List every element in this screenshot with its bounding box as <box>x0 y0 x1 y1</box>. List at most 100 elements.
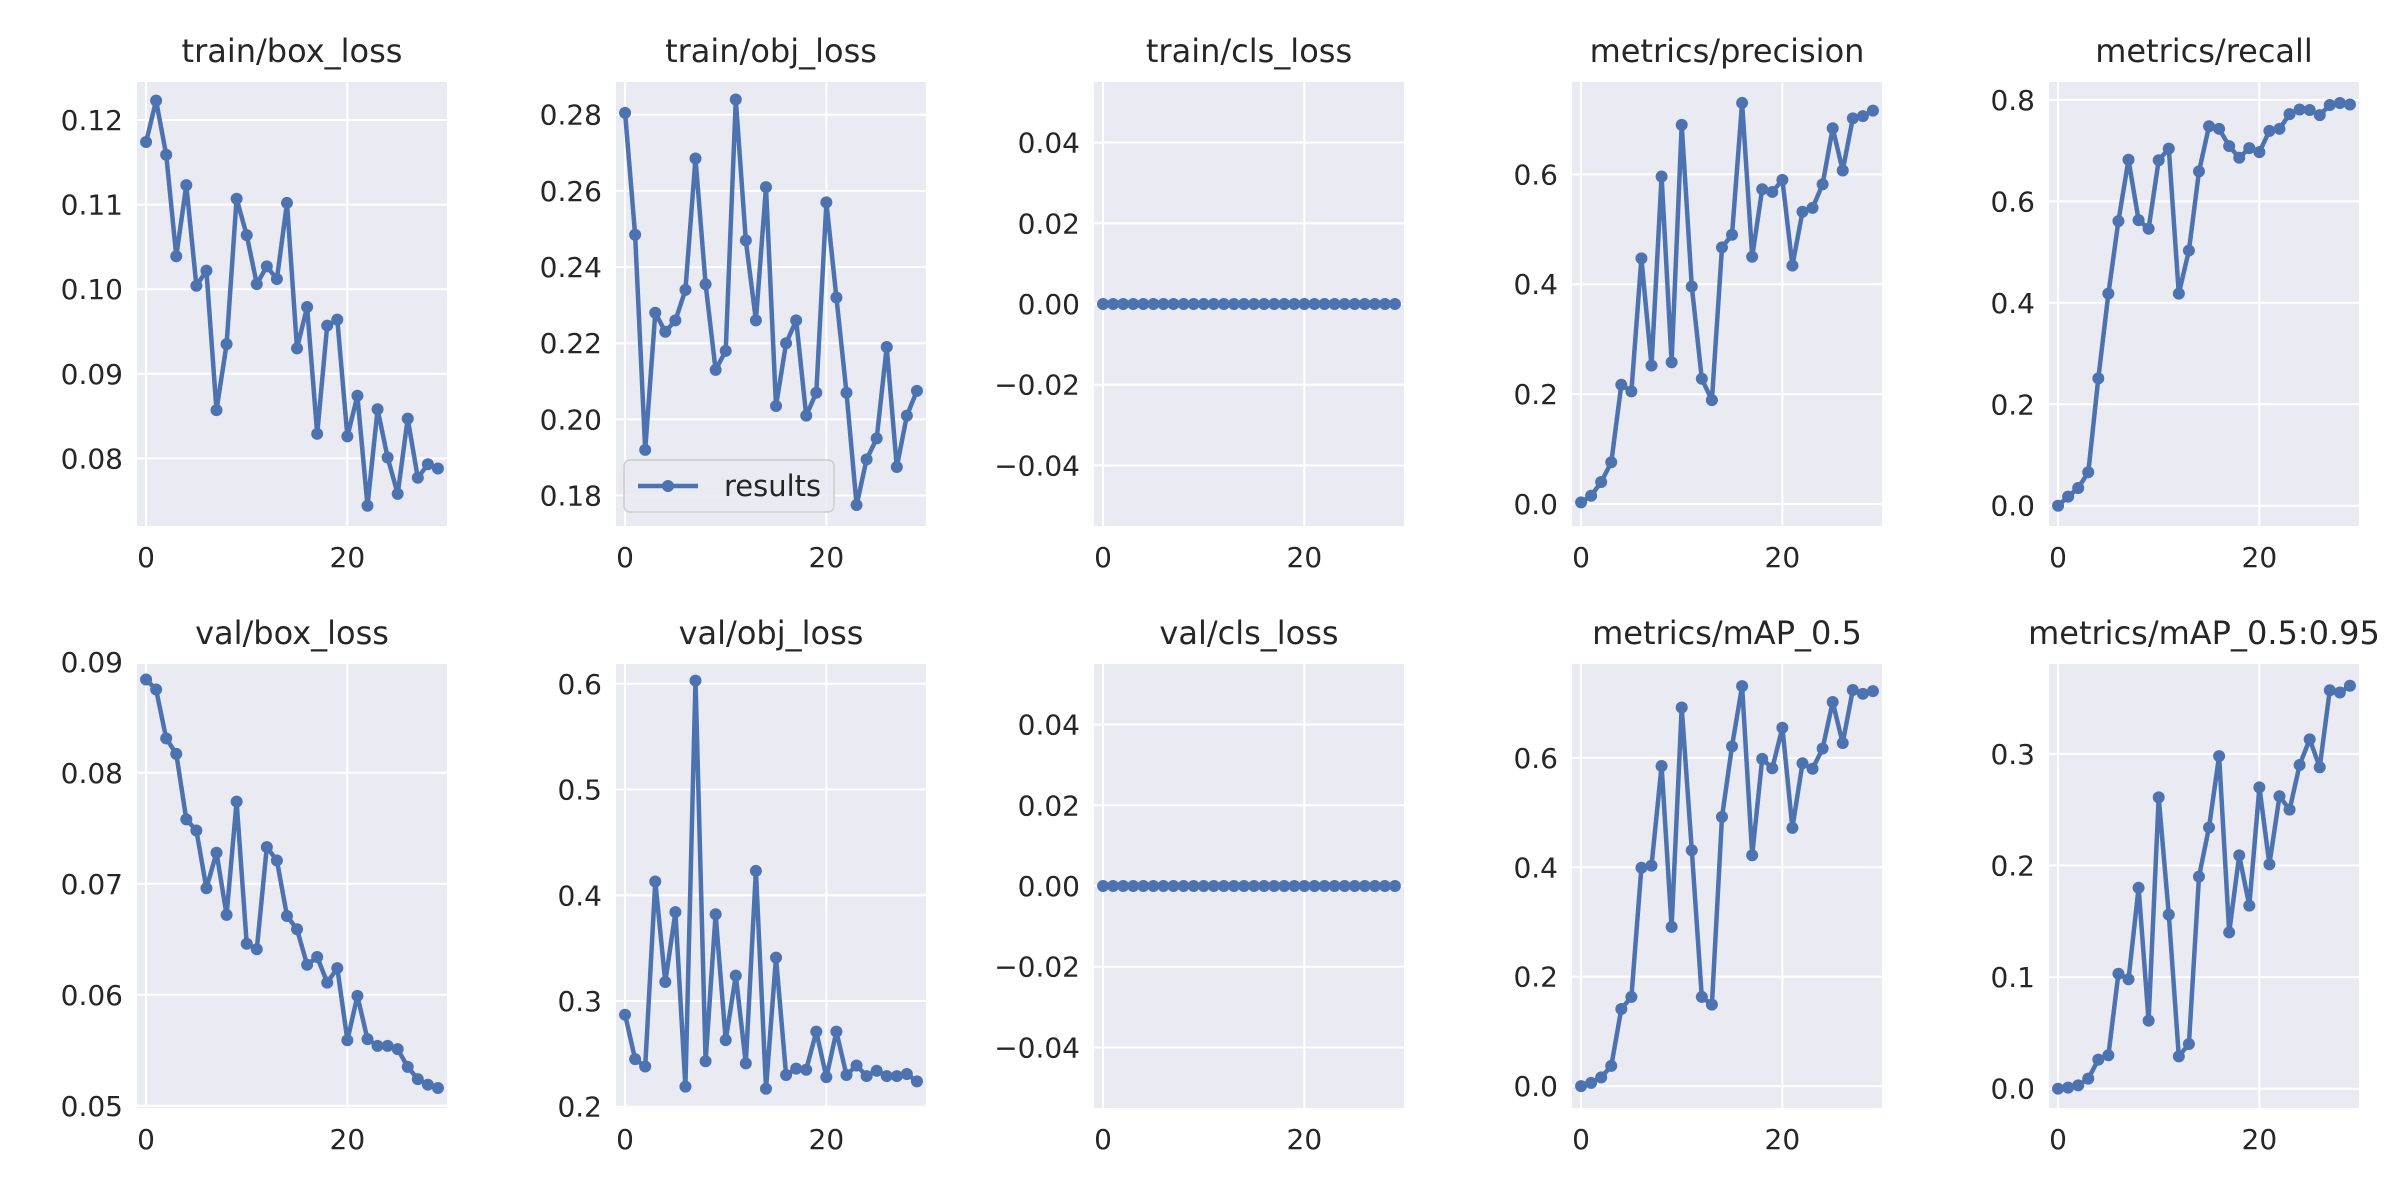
data-point <box>2213 122 2226 135</box>
data-point <box>270 854 283 867</box>
data-point <box>900 409 913 422</box>
data-point <box>2283 108 2296 121</box>
data-point <box>1705 998 1718 1011</box>
data-point <box>2203 821 2216 834</box>
data-point <box>2223 140 2236 153</box>
data-point <box>2273 790 2286 803</box>
x-tick-label: 0 <box>137 541 155 574</box>
y-tick-label: 0.28 <box>540 99 602 132</box>
data-point <box>1675 118 1688 131</box>
data-point <box>810 386 823 399</box>
y-tick-label: 0.0 <box>1990 490 2035 523</box>
data-point <box>1736 96 1749 109</box>
y-tick-label: 0.07 <box>61 868 123 901</box>
legend: results <box>623 459 835 513</box>
legend-marker <box>662 480 674 492</box>
data-point <box>1187 298 1200 310</box>
data-point <box>1866 104 1879 117</box>
data-point <box>411 1073 424 1086</box>
data-point <box>341 430 354 443</box>
data-point <box>220 908 233 921</box>
data-point <box>1585 489 1598 502</box>
data-point <box>381 1039 394 1052</box>
data-point <box>1836 737 1849 750</box>
data-point <box>770 951 783 964</box>
data-point <box>190 824 203 837</box>
data-point <box>1786 259 1799 272</box>
subplot-1: train/obj_loss 0 20 0.18 0.20 0.22 0.24 0.26 0.2… <box>540 32 926 574</box>
data-point <box>1726 228 1739 241</box>
data-point <box>729 969 742 982</box>
data-point <box>2213 750 2226 763</box>
data-point <box>2283 803 2296 816</box>
data-point <box>220 338 233 351</box>
subplot-title: val/obj_loss <box>679 614 864 652</box>
y-tick-label: 0.02 <box>1018 207 1080 240</box>
data-point <box>2132 881 2145 894</box>
data-point <box>1635 861 1648 874</box>
data-point <box>2142 1014 2155 1027</box>
data-point <box>1368 298 1381 310</box>
y-tick-label: 0.4 <box>1990 287 2035 320</box>
data-point <box>1776 173 1789 186</box>
y-tick-label: 0.00 <box>1018 870 1080 903</box>
plot-area <box>137 664 447 1108</box>
data-point <box>1575 1080 1588 1093</box>
data-point <box>1147 880 1160 892</box>
data-point <box>1167 298 1180 310</box>
data-point <box>270 273 283 286</box>
y-tick-label: 0.20 <box>540 403 602 436</box>
data-point <box>820 1071 833 1084</box>
data-point <box>1806 201 1819 214</box>
data-point <box>2062 1081 2075 1094</box>
data-point <box>1328 298 1341 310</box>
data-point <box>2122 973 2135 986</box>
y-tick-label: 0.11 <box>61 189 123 222</box>
data-point <box>1826 696 1839 709</box>
data-point <box>1107 298 1120 310</box>
y-tick-label: 0.0 <box>1513 1070 1558 1103</box>
y-tick-label: 0.0 <box>1513 488 1558 521</box>
data-point <box>2152 791 2165 804</box>
data-point <box>639 443 652 456</box>
y-tick-label: 0.06 <box>61 979 123 1012</box>
y-tick-label: 0.5 <box>557 774 602 807</box>
data-point <box>2052 1082 2065 1095</box>
subplot-title: metrics/mAP_0.5:0.95 <box>2028 614 2380 652</box>
data-point <box>2293 103 2306 116</box>
data-point <box>830 291 843 304</box>
data-point <box>2323 98 2336 111</box>
data-point <box>1318 880 1331 892</box>
data-point <box>331 313 344 326</box>
data-point <box>1227 880 1240 892</box>
subplot-5: val/box_loss 0 20 0.05 0.06 0.07 0.08 0.09 <box>61 614 447 1156</box>
data-point <box>1278 298 1291 310</box>
data-point <box>301 300 314 313</box>
y-tick-label: 0.02 <box>1018 789 1080 822</box>
data-point <box>759 181 772 194</box>
data-point <box>2263 124 2276 137</box>
x-tick-label: 0 <box>1572 1123 1590 1156</box>
data-point <box>2102 287 2115 300</box>
data-point <box>2303 104 2316 117</box>
data-point <box>230 192 243 205</box>
data-point <box>1645 359 1658 372</box>
data-point <box>371 403 384 416</box>
data-point <box>2122 153 2135 166</box>
data-point <box>1388 298 1401 310</box>
data-point <box>780 337 793 350</box>
data-point <box>1107 880 1120 892</box>
y-tick-label: 0.04 <box>1018 127 1080 160</box>
data-point <box>729 93 742 106</box>
subplot-title: train/box_loss <box>182 32 403 70</box>
data-point <box>669 906 682 919</box>
y-tick-label: 0.4 <box>557 879 602 912</box>
data-point <box>1117 880 1130 892</box>
data-point <box>2112 967 2125 980</box>
data-point <box>1197 298 1210 310</box>
data-point <box>1625 385 1638 398</box>
data-point <box>1715 241 1728 254</box>
data-point <box>1388 880 1401 892</box>
data-point <box>170 747 183 760</box>
data-point <box>1328 880 1341 892</box>
